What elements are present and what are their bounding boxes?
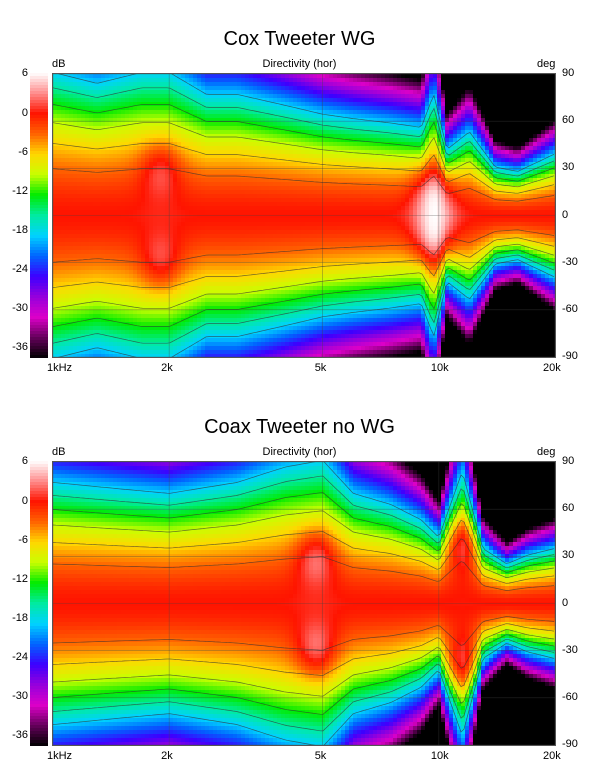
heatmap-plot — [52, 461, 556, 746]
colorbar-unit-label: dB — [52, 446, 66, 458]
contour-line — [53, 243, 555, 309]
y-tick-label: 60 — [562, 502, 575, 515]
contour-line — [53, 531, 555, 584]
y-tick-label: 0 — [562, 208, 569, 221]
y-tick-label: -60 — [562, 302, 578, 315]
colorbar-tick-label: -18 — [12, 612, 28, 624]
x-tick-label: 1kHz — [47, 362, 73, 374]
colorbar-tick-label: -12 — [12, 573, 28, 585]
colorbar-tick-label: -6 — [18, 146, 28, 158]
contour-line — [53, 510, 555, 578]
contour-line — [53, 643, 555, 745]
contour-line — [53, 616, 555, 651]
colorbar-tick-label: -30 — [12, 302, 28, 314]
x-tick-label: 1kHz — [47, 750, 73, 762]
chart-title: Cox Tweeter WG — [223, 28, 376, 50]
contour-line — [53, 462, 555, 564]
contour-line — [53, 492, 555, 573]
colorbar-tick-label: -30 — [12, 690, 28, 702]
colorbar — [30, 461, 48, 746]
contour-line — [53, 237, 555, 288]
contour-line — [53, 638, 555, 732]
colorbar-tick-label: 6 — [21, 455, 28, 467]
contour-line — [53, 254, 555, 344]
colorbar-tick-label: -36 — [12, 729, 28, 741]
colorbar-tick-label: -36 — [12, 341, 28, 353]
colorbar-tick-label: 6 — [21, 67, 28, 79]
contour-line — [53, 249, 555, 327]
colorbar-tick-label: -12 — [12, 185, 28, 197]
x-tick-label: 20k — [543, 750, 561, 762]
colorbar-tick-label: -18 — [12, 224, 28, 236]
y-tick-label: -30 — [562, 255, 578, 268]
plot-top-label: Directivity (hor) — [262, 446, 337, 458]
y-tick-label: -90 — [562, 738, 578, 750]
colorbar — [30, 73, 48, 358]
x-tick-label: 2k — [161, 750, 173, 762]
plot-top-label: Directivity (hor) — [262, 58, 337, 70]
colorbar-tick-label: -24 — [12, 263, 28, 275]
x-tick-label: 10k — [430, 362, 449, 374]
y-tick-label: -90 — [562, 350, 578, 362]
colorbar-tick-label: -24 — [12, 651, 28, 663]
contour-line — [53, 634, 555, 715]
contour-line — [58, 259, 555, 357]
y-tick-label: -30 — [562, 643, 578, 656]
contour-line — [53, 168, 555, 202]
y-tick-label: 60 — [562, 114, 575, 127]
contour-line — [53, 623, 555, 676]
x-tick-label: 20k — [543, 362, 561, 374]
x-tick-label: 5k — [314, 362, 327, 374]
contour-line — [53, 122, 555, 188]
contour-line — [53, 629, 555, 697]
colorbar-tick-label: 0 — [21, 495, 28, 507]
colorbar-tick-label: -6 — [18, 534, 28, 546]
x-tick-label: 2k — [161, 362, 173, 374]
contour-line — [53, 229, 555, 263]
y-axis-unit-label: deg — [537, 446, 556, 458]
y-tick-label: 30 — [562, 549, 575, 562]
y-tick-label: 0 — [562, 596, 569, 609]
chart-title: Coax Tweeter no WG — [204, 416, 395, 438]
x-tick-label: 10k — [430, 750, 449, 762]
colorbar-tick-label: 0 — [21, 107, 28, 119]
contour-line — [53, 87, 555, 177]
contour-line — [53, 475, 555, 569]
colorbar-unit-label: dB — [52, 58, 66, 70]
y-axis-unit-label: deg — [537, 58, 556, 70]
contour-line — [58, 74, 555, 172]
y-tick-label: -60 — [562, 690, 578, 703]
contour-line — [53, 104, 555, 182]
y-tick-label: 90 — [562, 455, 575, 467]
heatmap-plot — [52, 73, 556, 358]
contour-lines — [53, 462, 555, 745]
y-tick-label: 30 — [562, 161, 575, 174]
contour-line — [53, 143, 555, 194]
grid-lines — [53, 462, 555, 745]
contour-line — [53, 556, 555, 591]
y-tick-label: 90 — [562, 67, 575, 79]
contour-lines — [53, 74, 555, 357]
x-tick-label: 5k — [314, 750, 327, 762]
